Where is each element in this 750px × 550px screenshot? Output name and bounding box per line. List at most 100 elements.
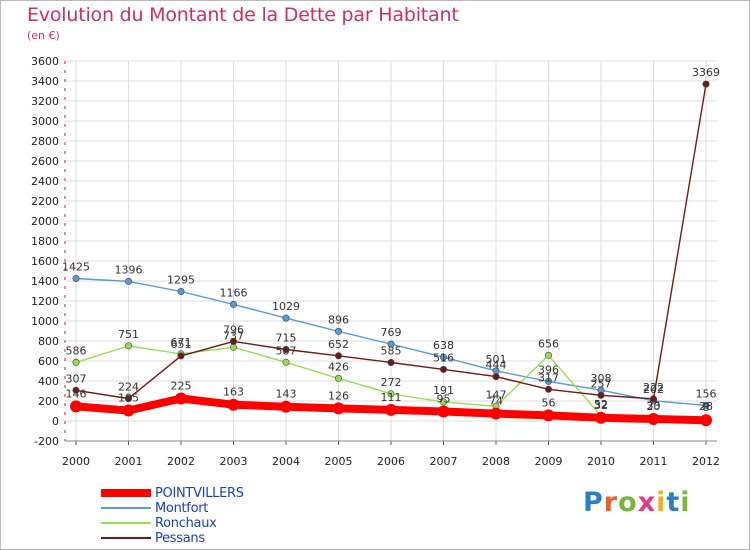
series-lines <box>70 80 712 427</box>
data-point-montfort <box>125 277 133 285</box>
logo-letter: o <box>618 487 638 518</box>
x-tick-label: 2006 <box>377 455 405 468</box>
y-tick-label: 1600 <box>31 255 59 268</box>
data-point-pessans <box>72 386 80 394</box>
data-label-pessans: 796 <box>223 323 244 336</box>
data-label-montfort: 202 <box>643 383 664 396</box>
data-label-pointvillers: 95 <box>437 393 451 406</box>
x-tick-label: 2001 <box>115 455 143 468</box>
data-label-ronchaux: 656 <box>538 337 559 350</box>
axes: -200 0 200 400 600 800 1000 1200 1400 1600 1800 200… <box>31 55 720 468</box>
data-point-pointvillers <box>332 402 345 415</box>
data-label-montfort: 1029 <box>272 300 300 313</box>
x-tick-label: 2010 <box>587 455 615 468</box>
data-label-pessans: 516 <box>433 351 454 364</box>
data-label-pessans: 651 <box>171 338 192 351</box>
x-tick-label: 2004 <box>272 455 300 468</box>
y-tick-label: 600 <box>38 355 59 368</box>
chart-title: Evolution du Montant de la Dette par Hab… <box>27 4 459 26</box>
data-point-pessans <box>649 395 657 403</box>
y-tick-label: 3600 <box>31 55 59 68</box>
y-tick-label: 1400 <box>31 275 59 288</box>
data-label-pessans: 307 <box>66 372 87 385</box>
data-point-montfort <box>439 353 447 361</box>
data-label-ronchaux: 191 <box>433 384 454 397</box>
x-tick-label: 2005 <box>325 455 353 468</box>
legend-item-pessans: Pessans <box>101 531 361 546</box>
data-label-pointvillers: 163 <box>223 386 244 399</box>
data-point-pointvillers <box>385 403 397 416</box>
data-label-pointvillers: 74 <box>489 395 503 408</box>
data-point-pointvillers <box>437 405 450 418</box>
data-point-montfort <box>387 340 395 348</box>
data-point-pessans <box>544 385 552 393</box>
data-label-montfort: 896 <box>328 313 349 326</box>
data-point-montfort <box>282 314 290 322</box>
data-label-ronchaux: 426 <box>328 360 349 373</box>
y-tick-label: -200 <box>34 435 59 448</box>
y-tick-label: 2000 <box>31 215 59 228</box>
y-tick-label: 3200 <box>31 95 59 108</box>
data-point-pointvillers <box>122 404 135 417</box>
y-tick-label: 1800 <box>31 235 59 248</box>
data-label-pessans: 222 <box>643 381 664 394</box>
y-tick-label: 2800 <box>31 135 59 148</box>
data-label-pessans: 3369 <box>692 66 720 79</box>
data-label-ronchaux: 28 <box>699 400 713 413</box>
y-tick-label: 3400 <box>31 75 59 88</box>
legend-swatch <box>101 537 151 539</box>
data-labels: 146 105 225 163 143 126 111 95 74 56 32 20 8 1425 1396… <box>62 66 720 414</box>
chart-unit-label: (en €) <box>27 29 60 42</box>
data-label-montfort: 396 <box>538 363 559 376</box>
legend-item-ronchaux: Ronchaux <box>101 516 361 531</box>
data-point-ronchaux <box>72 358 80 366</box>
logo-letter: x <box>637 487 657 518</box>
data-label-ronchaux: 671 <box>171 336 192 349</box>
data-point-pointvillers <box>700 414 712 427</box>
data-point-pessans <box>177 352 185 360</box>
data-label-ronchaux: 586 <box>66 344 87 357</box>
data-label-montfort: 501 <box>486 353 507 366</box>
data-label-pointvillers: 143 <box>276 388 297 401</box>
y-tick-label: 1200 <box>31 295 59 308</box>
data-point-montfort <box>230 300 238 308</box>
data-label-ronchaux: 147 <box>486 388 507 401</box>
data-point-pessans <box>439 365 447 373</box>
proxiti-logo: Proxiti <box>583 487 691 518</box>
data-point-pointvillers <box>542 409 555 422</box>
y-tick-label: 800 <box>38 335 59 348</box>
data-point-pointvillers <box>280 400 292 413</box>
x-tick-label: 2002 <box>167 455 195 468</box>
x-tick-label: 2000 <box>62 455 90 468</box>
x-tick-label: 2007 <box>430 455 458 468</box>
x-tick-label: 2009 <box>535 455 563 468</box>
data-label-ronchaux: 737 <box>223 329 244 342</box>
data-label-pessans: 585 <box>381 345 402 358</box>
data-label-montfort: 1295 <box>167 274 195 287</box>
x-tick-label: 2011 <box>640 455 668 468</box>
data-point-montfort <box>544 377 552 385</box>
x-tick-label: 2012 <box>692 455 720 468</box>
data-point-pessans <box>387 358 395 366</box>
y-tick-label: 200 <box>38 395 59 408</box>
data-label-pointvillers: 8 <box>703 401 710 414</box>
legend-label: Ronchaux <box>155 516 217 531</box>
data-label-montfort: 1425 <box>62 261 90 274</box>
data-point-pointvillers <box>175 392 187 405</box>
data-label-pointvillers: 105 <box>118 392 139 405</box>
data-point-pessans <box>597 391 605 399</box>
x-tick-label: 2003 <box>220 455 248 468</box>
data-point-montfort <box>177 287 185 295</box>
logo-letter: r <box>603 487 619 518</box>
data-label-pointvillers: 146 <box>66 387 87 400</box>
logo-letter: t <box>666 487 681 518</box>
data-label-ronchaux: 272 <box>381 376 402 389</box>
data-point-pessans <box>334 352 342 360</box>
data-label-pointvillers: 225 <box>171 380 192 393</box>
data-label-pointvillers: 32 <box>594 399 608 412</box>
data-point-pessans <box>230 337 238 345</box>
legend-swatch <box>101 507 151 509</box>
data-point-montfort <box>334 327 342 335</box>
data-point-montfort <box>72 274 80 282</box>
legend-label: POINTVILLERS <box>155 486 244 501</box>
